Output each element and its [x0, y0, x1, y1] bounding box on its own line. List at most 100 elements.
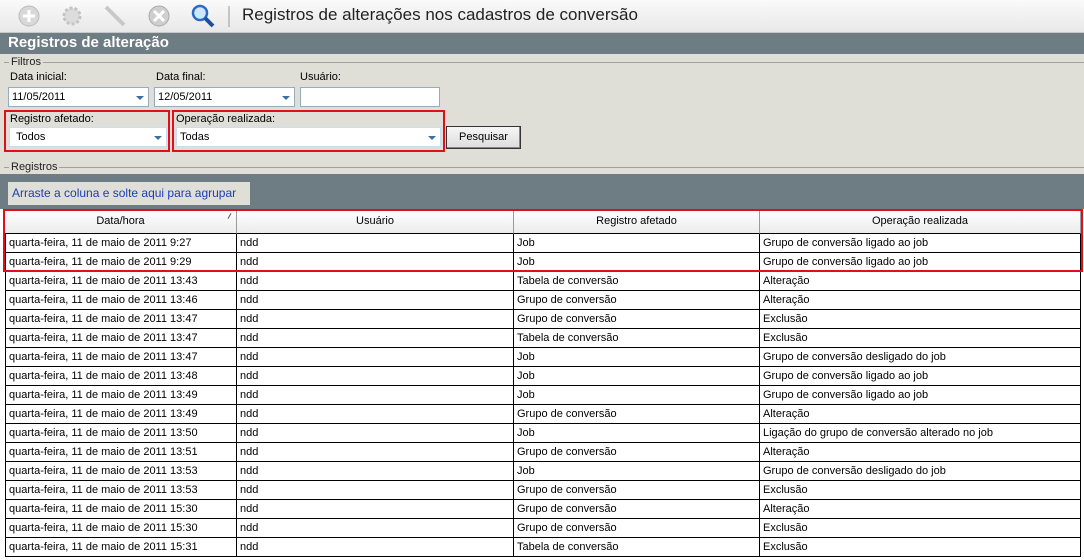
- highlight-box: [172, 110, 445, 152]
- window-title: Registros de alterações nos cadastros de…: [242, 5, 638, 24]
- text-input[interactable]: [300, 87, 440, 107]
- table-cell: Grupo de conversão: [514, 519, 760, 538]
- filters-legend: Filtros: [9, 56, 43, 68]
- table-cell: Grupo de conversão: [514, 291, 760, 310]
- table-cell: ndd: [237, 500, 514, 519]
- settings-icon[interactable]: [62, 6, 82, 26]
- highlight-box: [3, 209, 1083, 272]
- table-cell: Job: [514, 386, 760, 405]
- table-cell: Job: [514, 348, 760, 367]
- toolbar: Registros de alterações nos cadastros de…: [0, 0, 1084, 33]
- table-cell: Tabela de conversão: [514, 272, 760, 291]
- table-cell: quarta-feira, 11 de maio de 2011 13:53: [5, 462, 237, 481]
- field-label: Data inicial:: [10, 71, 67, 83]
- table-cell: ndd: [237, 519, 514, 538]
- dropdown-arrow: [136, 96, 144, 100]
- table-cell: ndd: [237, 310, 514, 329]
- table-cell: quarta-feira, 11 de maio de 2011 13:43: [5, 272, 237, 291]
- registros-legend: Registros: [9, 161, 60, 173]
- table-cell: ndd: [237, 481, 514, 500]
- table-cell: Alteração: [760, 405, 1081, 424]
- table-cell: quarta-feira, 11 de maio de 2011 9:27: [5, 234, 237, 253]
- table-cell: Exclusão: [760, 329, 1081, 348]
- table-cell: Job: [514, 424, 760, 443]
- table-cell: Job: [514, 462, 760, 481]
- table-cell: quarta-feira, 11 de maio de 2011 13:50: [5, 424, 237, 443]
- field-label: Operação realizada:: [176, 113, 276, 125]
- field-label: Data final:: [156, 71, 206, 83]
- dropdown-arrow: [428, 136, 436, 140]
- table-cell: quarta-feira, 11 de maio de 2011 15:30: [5, 519, 237, 538]
- dropdown-arrow: [154, 136, 162, 140]
- field-label: Usuário:: [300, 71, 341, 83]
- field-value: 12/05/2011: [158, 91, 213, 103]
- table-cell: ndd: [237, 234, 514, 253]
- column-header[interactable]: Data/hora: [5, 209, 237, 234]
- table-cell: quarta-feira, 11 de maio de 2011 15:30: [5, 500, 237, 519]
- table-cell: Alteração: [760, 443, 1081, 462]
- search-icon[interactable]: [191, 4, 209, 22]
- table-cell: Grupo de conversão ligado ao job: [760, 367, 1081, 386]
- delete-icon-glyph: [152, 9, 166, 23]
- table-cell: Grupo de conversão ligado ao job: [760, 234, 1081, 253]
- table-cell: ndd: [237, 329, 514, 348]
- date-picker[interactable]: 12/05/2011: [154, 87, 295, 107]
- field-label: Registro afetado:: [10, 113, 94, 125]
- edit-icon[interactable]: [104, 5, 126, 27]
- table-cell: ndd: [237, 348, 514, 367]
- table-cell: Grupo de conversão: [514, 405, 760, 424]
- table-cell: quarta-feira, 11 de maio de 2011 13:47: [5, 329, 237, 348]
- toolbar-icons: [18, 4, 230, 28]
- add-icon-glyph: [23, 10, 35, 22]
- table-cell: Grupo de conversão: [514, 310, 760, 329]
- table-cell: quarta-feira, 11 de maio de 2011 13:49: [5, 386, 237, 405]
- table-cell: ndd: [237, 405, 514, 424]
- group-line: [4, 167, 1084, 168]
- dropdown[interactable]: Todas: [176, 127, 441, 147]
- table-cell: quarta-feira, 11 de maio de 2011 13:49: [5, 405, 237, 424]
- table-cell: Exclusão: [760, 481, 1081, 500]
- table-cell: Exclusão: [760, 519, 1081, 538]
- table-cell: Grupo de conversão desligado do job: [760, 462, 1081, 481]
- table-cell: ndd: [237, 291, 514, 310]
- table-cell: quarta-feira, 11 de maio de 2011 13:48: [5, 367, 237, 386]
- data-grid: Data/hora Usuário Registro afetado Operação…: [0, 209, 1084, 560]
- field-value: Todos: [16, 131, 46, 143]
- dropdown[interactable]: Todos: [9, 127, 167, 147]
- table-cell: Grupo de conversão ligado ao job: [760, 386, 1081, 405]
- table-cell: Exclusão: [760, 538, 1081, 557]
- table-cell: Exclusão: [760, 310, 1081, 329]
- column-header[interactable]: Registro afetado: [514, 209, 760, 234]
- table-cell: quarta-feira, 11 de maio de 2011 13:51: [5, 443, 237, 462]
- table-cell: ndd: [237, 272, 514, 291]
- table-cell: Ligação do grupo de conversão alterado n…: [760, 424, 1081, 443]
- table-cell: ndd: [237, 443, 514, 462]
- table-cell: ndd: [237, 462, 514, 481]
- column-header[interactable]: Usuário: [237, 209, 514, 234]
- table-cell: ndd: [237, 538, 514, 557]
- field-value: 11/05/2011: [12, 91, 66, 103]
- search-button[interactable]: Pesquisar: [446, 126, 521, 149]
- dropdown-arrow: [282, 96, 290, 100]
- table-cell: quarta-feira, 11 de maio de 2011 13:46: [5, 291, 237, 310]
- table-cell: ndd: [237, 367, 514, 386]
- table-cell: ndd: [237, 424, 514, 443]
- group-line: [4, 62, 1084, 63]
- table-cell: Tabela de conversão: [514, 329, 760, 348]
- table-cell: Grupo de conversão: [514, 481, 760, 500]
- table-cell: Job: [514, 367, 760, 386]
- table-cell: quarta-feira, 11 de maio de 2011 13:47: [5, 348, 237, 367]
- table-cell: quarta-feira, 11 de maio de 2011 13:47: [5, 310, 237, 329]
- field-value: Todas: [180, 131, 210, 143]
- highlight-box: [4, 110, 170, 152]
- table-cell: Alteração: [760, 272, 1081, 291]
- table-cell: Tabela de conversão: [514, 538, 760, 557]
- table-cell: Grupo de conversão desligado do job: [760, 348, 1081, 367]
- group-by-area[interactable]: Arraste a coluna e solte aqui para agrup…: [8, 182, 250, 205]
- table-cell: Grupo de conversão: [514, 443, 760, 462]
- date-picker[interactable]: 11/05/2011: [8, 87, 149, 107]
- table-cell: Alteração: [760, 291, 1081, 310]
- table-cell: Job: [514, 234, 760, 253]
- column-header[interactable]: Operação realizada: [760, 209, 1081, 234]
